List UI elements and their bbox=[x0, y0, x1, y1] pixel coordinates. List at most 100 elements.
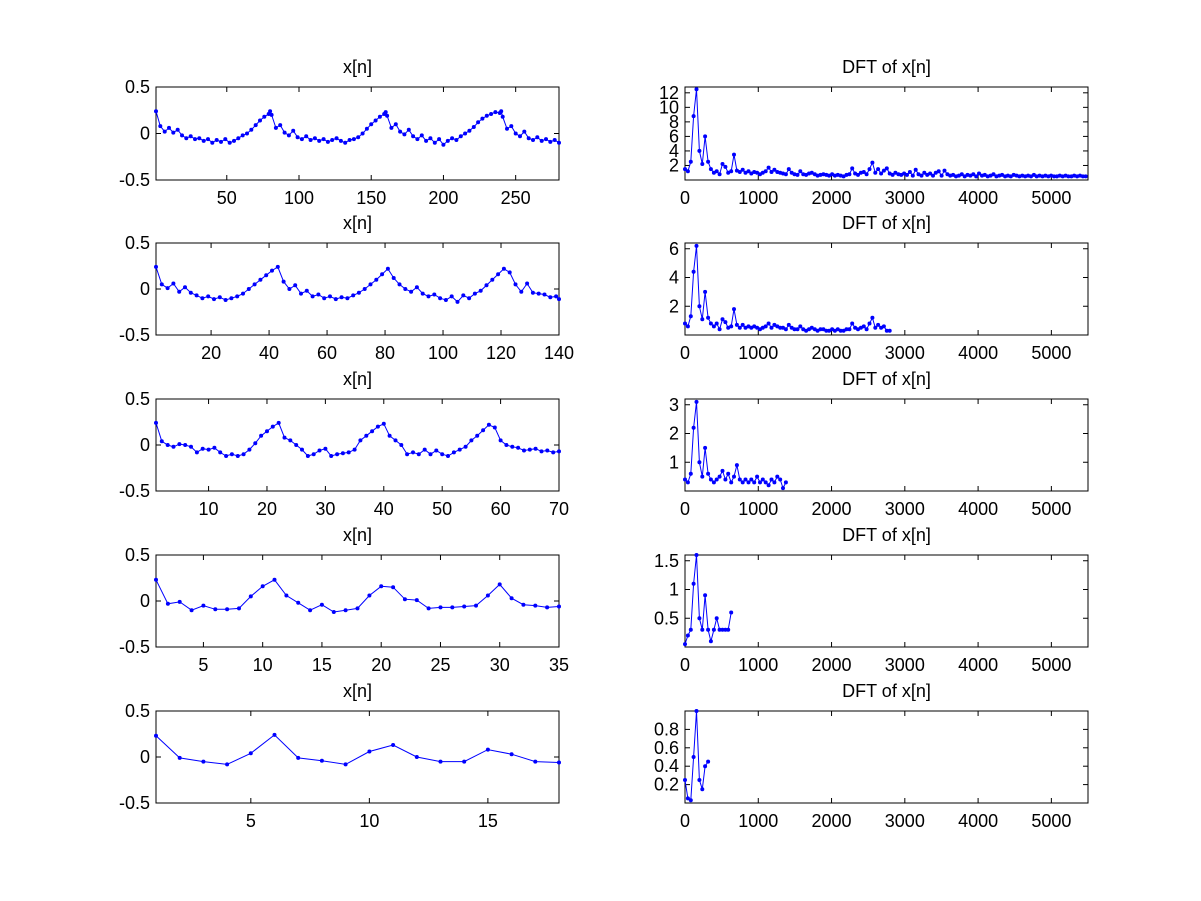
data-point bbox=[374, 277, 379, 282]
data-point bbox=[438, 759, 443, 764]
axes-frame bbox=[155, 86, 560, 181]
data-point bbox=[193, 137, 197, 142]
data-point bbox=[977, 171, 981, 176]
data-point bbox=[385, 266, 390, 271]
x-tick-label: 5 bbox=[246, 811, 256, 831]
data-point bbox=[368, 282, 373, 287]
data-point bbox=[420, 291, 425, 296]
data-point bbox=[873, 170, 878, 175]
data-point bbox=[308, 138, 313, 142]
x-tick-label: 35 bbox=[549, 655, 569, 675]
data-point bbox=[335, 452, 340, 457]
data-point bbox=[304, 288, 309, 293]
data-point bbox=[706, 315, 711, 320]
axes-frame bbox=[684, 554, 1089, 648]
x-tick-label: 4000 bbox=[958, 499, 998, 519]
data-point bbox=[276, 420, 281, 425]
x-tick-label: 15 bbox=[478, 811, 498, 831]
data-point bbox=[760, 477, 765, 482]
data-point bbox=[708, 477, 713, 482]
data-point bbox=[212, 445, 217, 450]
data-point bbox=[685, 169, 690, 174]
data-point bbox=[740, 167, 745, 172]
data-point bbox=[322, 296, 327, 301]
x-tick-label: 100 bbox=[428, 343, 458, 363]
data-point bbox=[375, 424, 380, 429]
data-point bbox=[729, 610, 734, 615]
data-point bbox=[295, 135, 300, 140]
data-point bbox=[766, 321, 771, 326]
y-tick-label: 0.5 bbox=[125, 233, 150, 253]
data-point bbox=[206, 447, 211, 452]
data-point bbox=[781, 486, 785, 491]
y-tick-label: -0.5 bbox=[119, 793, 150, 813]
data-point bbox=[338, 138, 343, 143]
data-point bbox=[154, 420, 158, 425]
data-point bbox=[393, 122, 398, 127]
data-point bbox=[533, 446, 538, 451]
data-point bbox=[763, 480, 768, 485]
axes-frame bbox=[684, 86, 1089, 181]
y-tick-label: 10 bbox=[659, 97, 679, 117]
x-tick-label: 150 bbox=[356, 188, 386, 208]
data-point bbox=[861, 324, 866, 329]
data-point bbox=[476, 120, 481, 125]
data-point bbox=[317, 138, 322, 143]
data-point bbox=[268, 109, 273, 114]
data-point bbox=[329, 454, 334, 458]
y-tick-label: 0.5 bbox=[125, 389, 150, 409]
data-point bbox=[241, 452, 246, 457]
data-point bbox=[480, 116, 485, 121]
data-point bbox=[200, 296, 205, 301]
data-point bbox=[247, 447, 252, 452]
data-point bbox=[449, 294, 454, 299]
x-tick-label: 50 bbox=[217, 188, 237, 208]
data-point bbox=[737, 170, 742, 174]
data-point bbox=[415, 137, 420, 142]
data-point bbox=[850, 321, 855, 326]
data-point bbox=[451, 450, 456, 455]
data-point bbox=[824, 328, 829, 333]
data-point bbox=[959, 172, 964, 177]
x-tick-label: 2000 bbox=[812, 811, 852, 831]
data-point bbox=[928, 171, 933, 176]
data-point bbox=[942, 168, 947, 173]
data-point bbox=[694, 709, 699, 713]
data-point bbox=[253, 123, 258, 128]
y-tick-label: 2 bbox=[669, 296, 679, 316]
data-point bbox=[225, 607, 230, 612]
x-tick-label: 50 bbox=[432, 499, 452, 519]
data-point bbox=[467, 296, 472, 301]
axes-frame bbox=[684, 242, 1089, 336]
data-point bbox=[270, 424, 275, 429]
x-tick-label: 5000 bbox=[1031, 188, 1071, 208]
data-point bbox=[700, 627, 705, 632]
data-point bbox=[505, 126, 509, 131]
axes-frame bbox=[155, 554, 560, 648]
data-point bbox=[224, 454, 229, 458]
data-point bbox=[347, 138, 352, 142]
y-tick-label: 3 bbox=[669, 395, 679, 415]
data-point bbox=[445, 138, 450, 143]
data-point bbox=[405, 452, 410, 457]
data-point bbox=[688, 159, 693, 164]
data-point bbox=[461, 293, 466, 298]
data-point bbox=[697, 148, 702, 153]
data-point bbox=[685, 324, 690, 329]
x-tick-label: 2000 bbox=[812, 343, 852, 363]
data-point bbox=[240, 133, 245, 138]
data-point bbox=[346, 450, 351, 455]
subplot-title: DFT of x[n] bbox=[842, 525, 931, 545]
data-point bbox=[726, 170, 731, 175]
x-tick-label: 2000 bbox=[812, 499, 852, 519]
data-point bbox=[795, 172, 800, 177]
data-point bbox=[440, 452, 445, 457]
x-tick-label: 5000 bbox=[1031, 343, 1071, 363]
x-tick-label: 4000 bbox=[958, 811, 998, 831]
data-point bbox=[510, 444, 515, 449]
data-point bbox=[864, 172, 869, 177]
data-point bbox=[766, 165, 771, 170]
subplot-8: DFT of x[n] 0 1000 2000 3000 4000 5000 0.5 1 1.5 bbox=[654, 525, 1089, 675]
data-point bbox=[732, 474, 736, 479]
data-point bbox=[694, 553, 699, 557]
